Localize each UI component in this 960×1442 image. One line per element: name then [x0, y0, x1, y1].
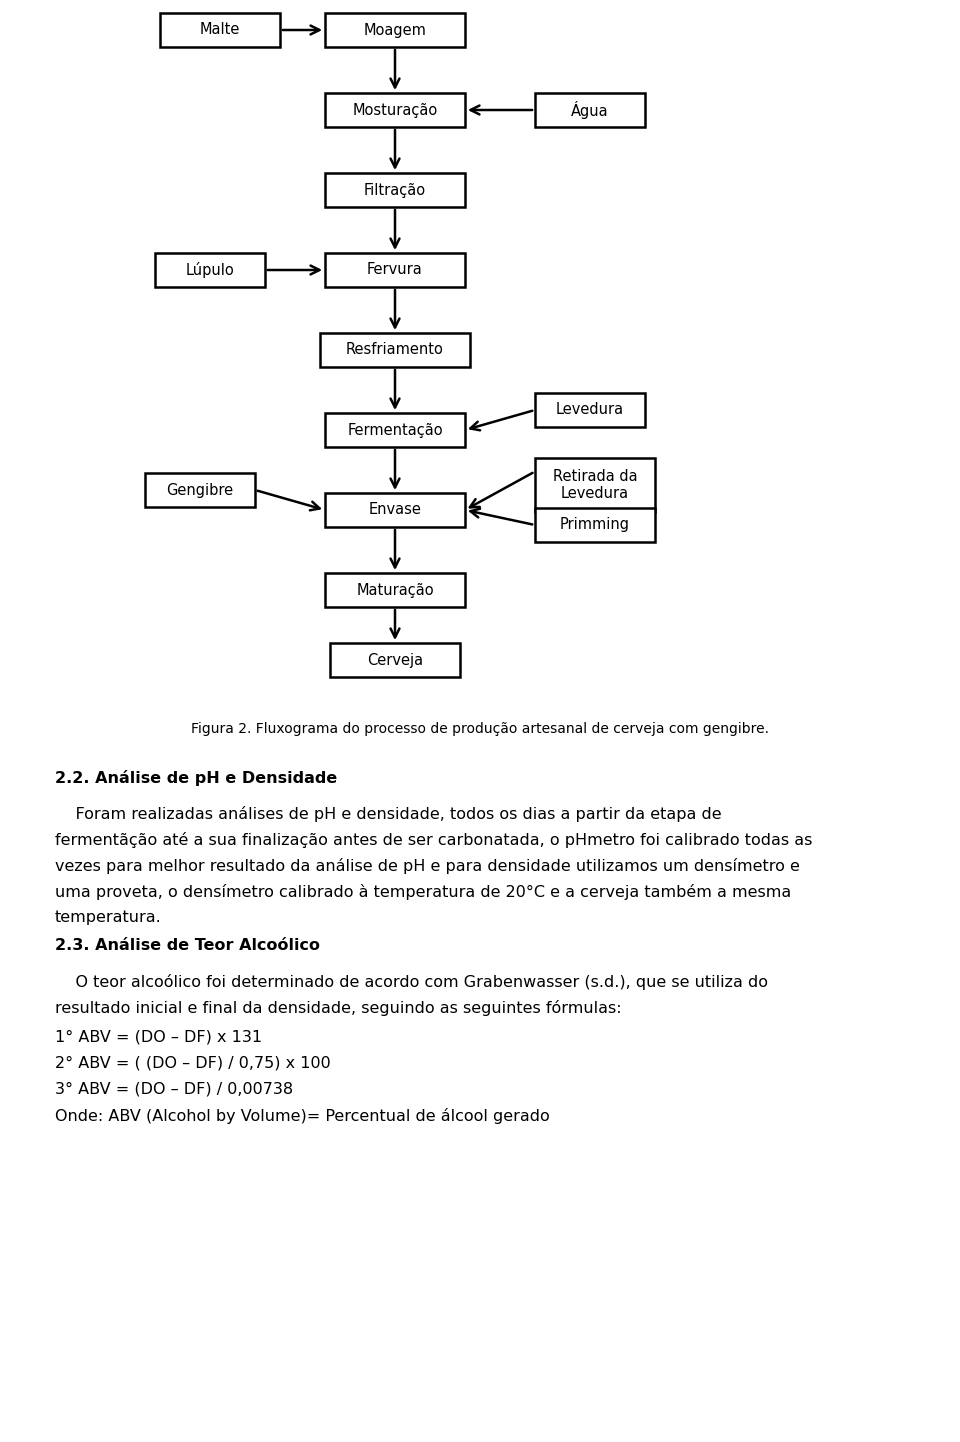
Text: Cerveja: Cerveja — [367, 652, 423, 668]
Text: 2° ABV = ( (DO – DF) / 0,75) x 100: 2° ABV = ( (DO – DF) / 0,75) x 100 — [55, 1056, 331, 1071]
Text: O teor alcoólico foi determinado de acordo com Grabenwasser (s.d.), que se utili: O teor alcoólico foi determinado de acor… — [55, 973, 768, 991]
Text: Levedura: Levedura — [556, 402, 624, 418]
Text: uma proveta, o densímetro calibrado à temperatura de 20°C e a cerveja também a m: uma proveta, o densímetro calibrado à te… — [55, 884, 791, 900]
Text: resultado inicial e final da densidade, seguindo as seguintes fórmulas:: resultado inicial e final da densidade, … — [55, 999, 622, 1017]
Text: Moagem: Moagem — [364, 23, 426, 37]
Text: Malte: Malte — [200, 23, 240, 37]
FancyBboxPatch shape — [160, 13, 280, 48]
Text: Fervura: Fervura — [367, 262, 422, 277]
FancyBboxPatch shape — [325, 572, 465, 607]
Text: Gengibre: Gengibre — [166, 483, 233, 497]
Text: Fermentação: Fermentação — [348, 423, 443, 437]
FancyBboxPatch shape — [535, 394, 645, 427]
FancyBboxPatch shape — [535, 459, 655, 512]
FancyBboxPatch shape — [325, 252, 465, 287]
FancyBboxPatch shape — [325, 493, 465, 526]
Text: Maturação: Maturação — [356, 583, 434, 597]
FancyBboxPatch shape — [145, 473, 255, 508]
FancyBboxPatch shape — [325, 412, 465, 447]
FancyBboxPatch shape — [325, 92, 465, 127]
Text: Figura 2. Fluxograma do processo de produção artesanal de cerveja com gengibre.: Figura 2. Fluxograma do processo de prod… — [191, 722, 769, 735]
Text: 2.2. Análise de pH e Densidade: 2.2. Análise de pH e Densidade — [55, 770, 337, 786]
Text: 1° ABV = (DO – DF) x 131: 1° ABV = (DO – DF) x 131 — [55, 1030, 262, 1045]
Text: Filtração: Filtração — [364, 183, 426, 198]
Text: Retirada da
Levedura: Retirada da Levedura — [553, 469, 637, 502]
Text: Resfriamento: Resfriamento — [346, 343, 444, 358]
Text: Lúpulo: Lúpulo — [185, 262, 234, 278]
Text: Envase: Envase — [369, 502, 421, 518]
FancyBboxPatch shape — [535, 508, 655, 542]
FancyBboxPatch shape — [155, 252, 265, 287]
Text: vezes para melhor resultado da análise de pH e para densidade utilizamos um dens: vezes para melhor resultado da análise d… — [55, 858, 800, 874]
FancyBboxPatch shape — [330, 643, 460, 676]
Text: Mosturação: Mosturação — [352, 102, 438, 117]
Text: Água: Água — [571, 101, 609, 120]
FancyBboxPatch shape — [325, 13, 465, 48]
Text: 2.3. Análise de Teor Alcoólico: 2.3. Análise de Teor Alcoólico — [55, 937, 320, 953]
Text: Primming: Primming — [560, 518, 630, 532]
Text: 3° ABV = (DO – DF) / 0,00738: 3° ABV = (DO – DF) / 0,00738 — [55, 1082, 293, 1097]
FancyBboxPatch shape — [535, 92, 645, 127]
Text: fermentãção até a sua finalização antes de ser carbonatada, o pHmetro foi calibr: fermentãção até a sua finalização antes … — [55, 832, 812, 848]
Text: temperatura.: temperatura. — [55, 910, 161, 924]
FancyBboxPatch shape — [320, 333, 470, 368]
FancyBboxPatch shape — [325, 173, 465, 208]
Text: Onde: ABV (Alcohol by Volume)= Percentual de álcool gerado: Onde: ABV (Alcohol by Volume)= Percentua… — [55, 1107, 550, 1123]
Text: Foram realizadas análises de pH e densidade, todos os dias a partir da etapa de: Foram realizadas análises de pH e densid… — [55, 806, 722, 822]
